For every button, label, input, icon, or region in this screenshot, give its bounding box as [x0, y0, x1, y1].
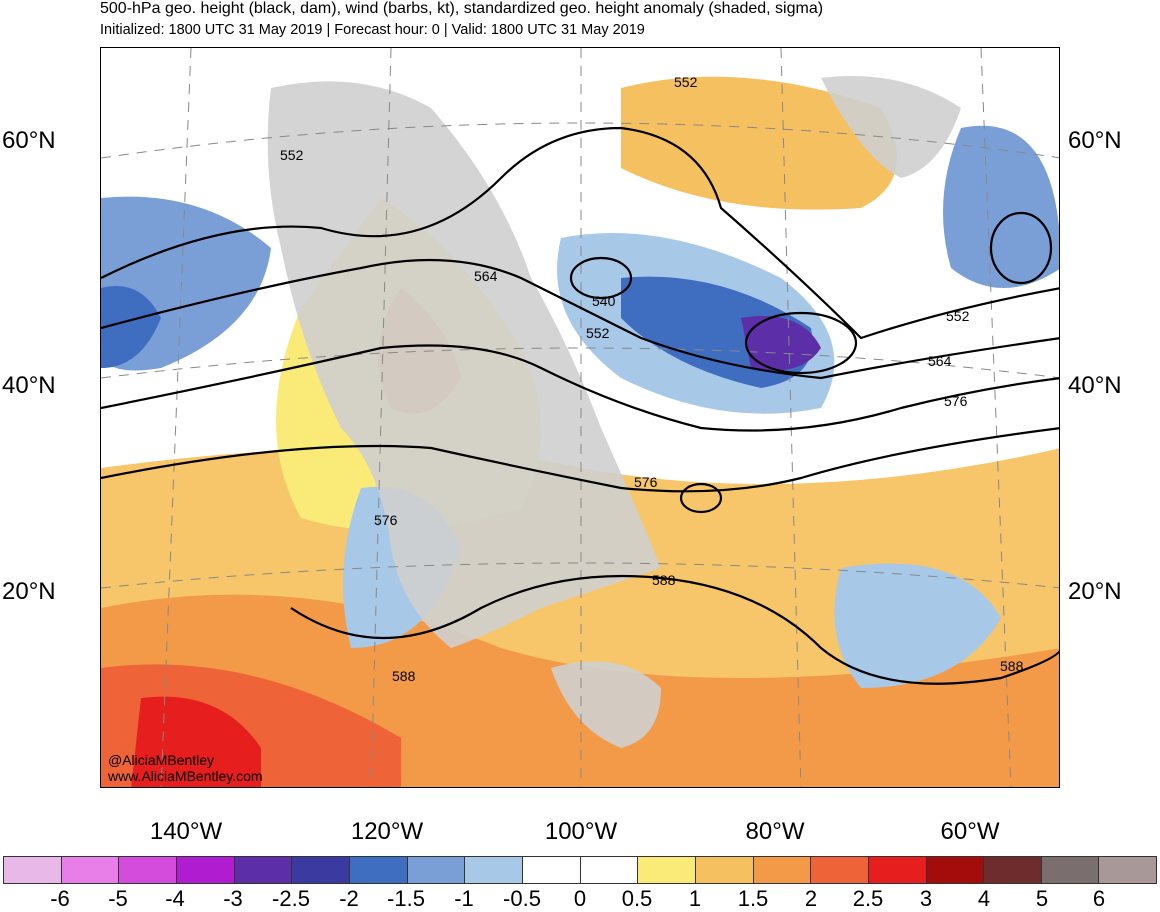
credit-website: www.AliciaMBentley.com	[108, 768, 263, 784]
colorbar-tick: -1.5	[387, 886, 425, 911]
colorbar-box	[407, 857, 466, 883]
anomaly-colorbar	[3, 856, 1157, 884]
land-greenland	[821, 76, 961, 178]
lat-label-right-20: 20°N	[1068, 578, 1122, 605]
colorbar-tick: 0	[573, 886, 587, 911]
colorbar-box	[234, 857, 293, 883]
contour-label-588-atlantic: 588	[1000, 658, 1024, 674]
map-graphic	[101, 48, 1059, 787]
contour-label-576-atlantic: 576	[944, 393, 968, 409]
land-yucatan	[551, 661, 661, 748]
lon-label-80w: 80°W	[745, 818, 805, 845]
anomaly-pacific-trough-core	[101, 286, 161, 368]
credit-handle: @AliciaMBentley	[108, 752, 215, 768]
colorbar-tick: 2.5	[852, 886, 884, 911]
contour-label-588-gulf: 588	[652, 572, 676, 588]
colorbar-box	[522, 857, 581, 883]
colorbar-tick: 2	[804, 886, 818, 911]
colorbar-tick: -5	[108, 886, 128, 911]
weather-map	[100, 47, 1060, 788]
colorbar-box	[638, 857, 696, 883]
colorbar-tick: -1	[454, 886, 474, 911]
contour-label-576-east: 576	[634, 474, 658, 490]
colorbar-box	[4, 857, 62, 883]
colorbar-tick: -2.5	[272, 886, 310, 911]
lat-label-right-60: 60°N	[1068, 127, 1122, 154]
land-north-america	[267, 81, 661, 649]
height-contours	[101, 126, 1059, 685]
colorbar-box	[349, 857, 408, 883]
colorbar-box	[868, 857, 927, 883]
contour-label-552-greenland: 552	[674, 74, 698, 90]
colorbar-box	[984, 857, 1042, 883]
anomaly-atlantic-trough	[943, 125, 1059, 288]
colorbar-tick: -0.5	[503, 886, 541, 911]
colorbar-box	[465, 857, 523, 883]
lon-label-120w: 120°W	[350, 818, 424, 845]
lon-label-140w: 140°W	[149, 818, 223, 845]
colorbar-tick: -4	[165, 886, 185, 911]
contour-label-588-pacific: 588	[392, 668, 416, 684]
contour-label-540: 540	[592, 293, 616, 309]
colorbar-tick: 1.5	[737, 886, 769, 911]
colorbar-box	[1099, 857, 1157, 883]
colorbar-box	[580, 857, 639, 883]
contour-label-564-atlantic: 564	[928, 353, 952, 369]
colorbar-box	[176, 857, 235, 883]
colorbar-box	[695, 857, 754, 883]
colorbar-tick: -3	[223, 886, 243, 911]
map-title: 500-hPa geo. height (black, dam), wind (…	[100, 0, 824, 17]
contour-label-552-atlantic: 552	[946, 308, 970, 324]
contour-label-564-canada: 564	[474, 268, 498, 284]
colorbar-box	[753, 857, 812, 883]
colorbar-box	[61, 857, 120, 883]
colorbar-box	[292, 857, 350, 883]
anomaly-caribbean-low	[834, 563, 1001, 688]
anomaly-greenland-ridge	[621, 76, 897, 210]
lat-label-left-40: 40°N	[2, 372, 56, 399]
colorbar-tick: -2	[339, 886, 359, 911]
colorbar-box	[811, 857, 869, 883]
anomaly-great-lakes-trough-core	[741, 316, 821, 371]
colorbar-tick: 3	[919, 886, 933, 911]
graticule	[101, 48, 1059, 787]
colorbar-tick: 0.5	[621, 886, 653, 911]
lat-label-right-40: 40°N	[1068, 372, 1122, 399]
contour-label-576-west: 576	[374, 512, 398, 528]
lat-label-left-20: 20°N	[2, 578, 56, 605]
colorbar-tick: 6	[1092, 886, 1106, 911]
map-subtitle: Initialized: 1800 UTC 31 May 2019 | Fore…	[100, 22, 645, 38]
colorbar-tick: 5	[1035, 886, 1049, 911]
contour-label-552-lakes: 552	[586, 325, 610, 341]
lon-label-60w: 60°W	[940, 818, 1000, 845]
colorbar-box	[1041, 857, 1100, 883]
colorbar-tick: 1	[688, 886, 702, 911]
lon-label-100w: 100°W	[544, 818, 618, 845]
contour-label-552-west: 552	[280, 147, 304, 163]
colorbar-tick: -6	[50, 886, 70, 911]
colorbar-box	[119, 857, 177, 883]
lat-label-left-60: 60°N	[2, 127, 56, 154]
colorbar-box	[926, 857, 985, 883]
colorbar-tick: 4	[977, 886, 991, 911]
